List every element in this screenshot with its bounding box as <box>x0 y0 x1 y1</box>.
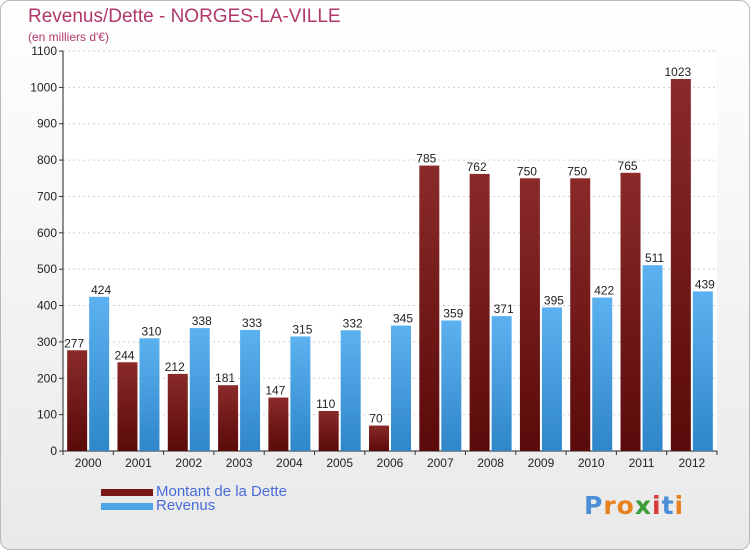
logo-letter: o <box>616 491 635 520</box>
y-tick-label: 200 <box>37 371 57 385</box>
data-label-revenus: 338 <box>192 314 212 328</box>
bar-revenus <box>240 329 261 451</box>
y-tick-label: 400 <box>37 299 57 313</box>
data-label-dette: 181 <box>215 371 235 385</box>
data-label-dette: 1023 <box>664 65 691 79</box>
data-label-dette: 147 <box>265 384 285 398</box>
x-tick-label: 2006 <box>377 456 404 470</box>
proxiti-logo: Proxiti <box>584 491 684 520</box>
data-label-dette: 70 <box>369 412 383 426</box>
chart-title: Revenus/Dette - NORGES-LA-VILLE <box>28 6 341 27</box>
legend-label-dette: Montant de la Dette <box>156 483 287 500</box>
bar-dette <box>519 178 540 452</box>
bar-dette <box>419 165 440 451</box>
x-tick-label: 2001 <box>125 456 152 470</box>
data-label-dette: 244 <box>114 348 134 362</box>
logo-letter: P <box>584 491 604 520</box>
x-tick-label: 2005 <box>326 456 353 470</box>
bar-revenus <box>541 307 562 451</box>
bar-revenus <box>592 297 613 451</box>
logo-letter: t <box>661 491 675 520</box>
data-label-revenus: 345 <box>393 312 413 326</box>
bar-revenus <box>139 338 160 451</box>
y-tick-label: 1100 <box>31 44 57 58</box>
bar-revenus <box>340 330 361 451</box>
y-tick-label: 100 <box>37 408 57 422</box>
data-label-revenus: 424 <box>91 283 111 297</box>
y-tick-label: 700 <box>37 189 57 203</box>
data-label-revenus: 422 <box>594 284 614 298</box>
data-label-revenus: 310 <box>141 324 161 338</box>
data-label-revenus: 439 <box>695 277 715 291</box>
bar-dette <box>167 373 188 451</box>
bar-dette <box>218 385 239 451</box>
bar-revenus <box>89 296 110 451</box>
logo-letter: x <box>634 491 652 520</box>
data-label-revenus: 333 <box>242 316 262 330</box>
bar-dette <box>67 350 88 451</box>
bar-dette <box>268 397 289 451</box>
x-tick-label: 2010 <box>578 456 605 470</box>
chart-subtitle: (en milliers d'€) <box>28 30 109 44</box>
x-tick-label: 2008 <box>477 456 504 470</box>
y-tick-label: 300 <box>37 335 57 349</box>
x-tick-label: 2012 <box>678 456 705 470</box>
bar-dette <box>469 173 490 451</box>
x-tick-label: 2003 <box>226 456 253 470</box>
data-label-dette: 750 <box>567 164 587 178</box>
bar-revenus <box>290 336 311 451</box>
logo-letter: r <box>603 491 617 520</box>
bar-dette <box>318 411 339 451</box>
plot-area <box>63 51 717 451</box>
logo-letter: i <box>674 491 685 520</box>
logo-letter: i <box>652 491 662 520</box>
bar-revenus <box>391 325 411 451</box>
data-label-dette: 277 <box>64 336 84 350</box>
data-label-revenus: 315 <box>292 322 312 336</box>
data-label-dette: 785 <box>416 152 436 166</box>
bar-revenus <box>692 291 713 451</box>
bar-dette <box>670 79 691 451</box>
data-label-dette: 750 <box>517 164 537 178</box>
bar-dette <box>570 178 591 452</box>
y-tick-label: 900 <box>37 117 57 131</box>
y-tick-label: 800 <box>37 153 57 167</box>
bar-revenus <box>491 316 512 451</box>
data-label-revenus: 359 <box>443 306 463 320</box>
y-tick-label: 500 <box>37 262 57 276</box>
y-tick-label: 0 <box>50 444 57 458</box>
data-label-dette: 110 <box>316 397 335 411</box>
x-tick-label: 2002 <box>175 456 202 470</box>
y-tick-label: 1000 <box>30 80 57 94</box>
data-label-dette: 765 <box>618 159 638 173</box>
data-label-dette: 762 <box>467 160 487 174</box>
bar-revenus <box>441 320 462 451</box>
bar-dette <box>117 362 138 451</box>
data-label-revenus: 332 <box>343 316 363 330</box>
x-tick-label: 2000 <box>75 456 102 470</box>
data-label-dette: 212 <box>165 360 185 374</box>
legend-label-revenus: Revenus <box>156 497 216 514</box>
legend-swatch-revenus <box>101 503 153 510</box>
bar-dette <box>620 172 641 451</box>
bar-dette <box>369 425 389 451</box>
x-tick-label: 2011 <box>629 456 655 470</box>
legend-swatch-dette <box>101 489 153 496</box>
bar-revenus <box>189 328 210 451</box>
data-label-revenus: 511 <box>645 251 664 265</box>
x-tick-label: 2007 <box>427 456 454 470</box>
data-label-revenus: 395 <box>544 293 564 307</box>
y-tick-label: 600 <box>37 226 57 240</box>
data-label-revenus: 371 <box>494 302 514 316</box>
x-tick-label: 2004 <box>276 456 303 470</box>
bar-revenus <box>642 265 663 451</box>
x-tick-label: 2009 <box>528 456 555 470</box>
